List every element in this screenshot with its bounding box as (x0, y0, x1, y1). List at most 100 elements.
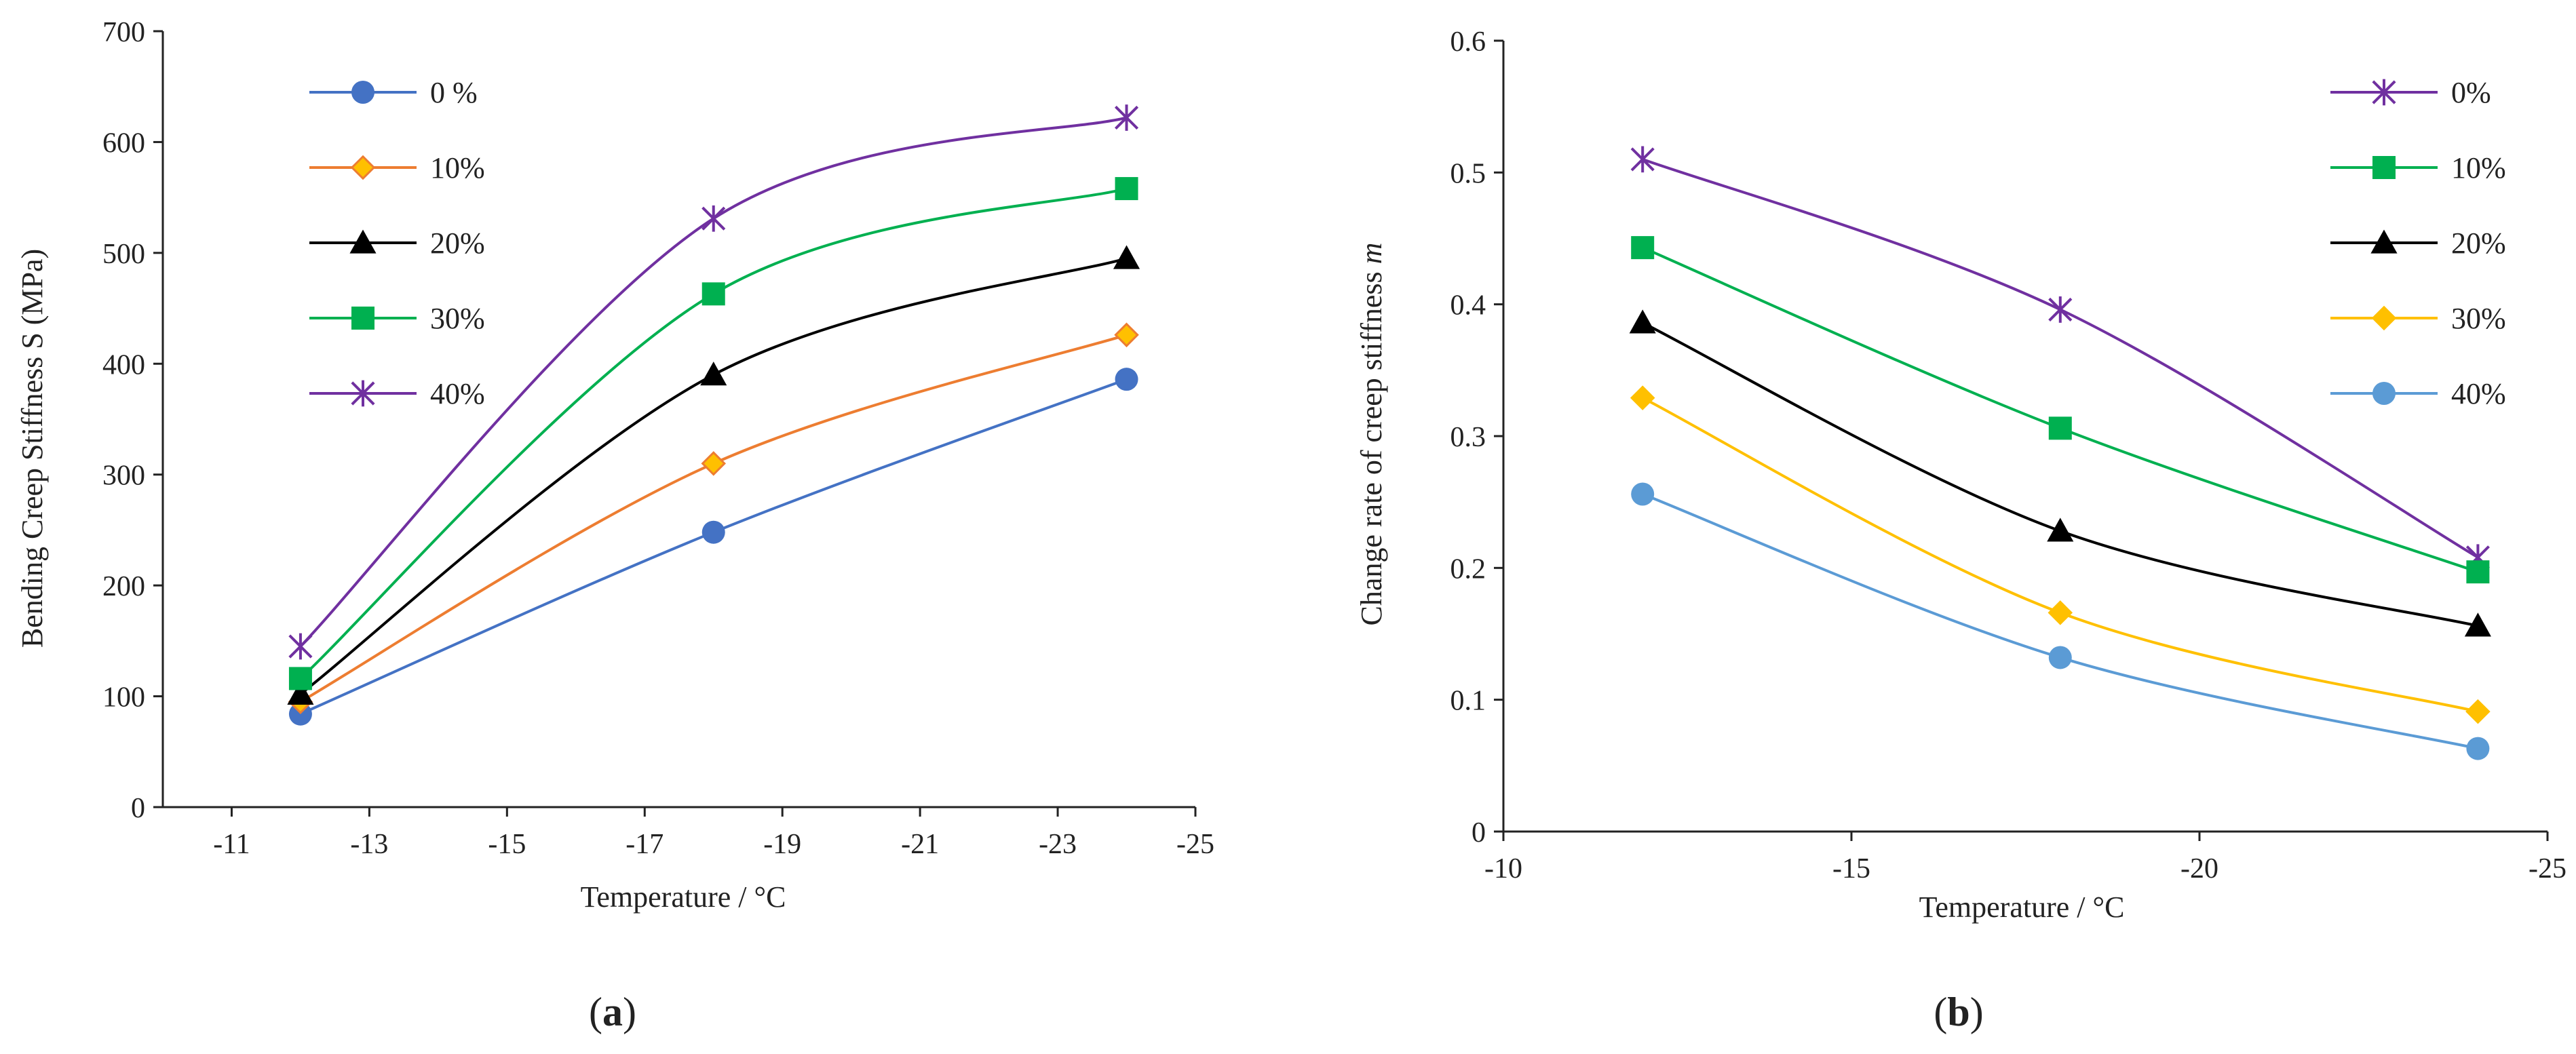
legend-entry-b-2: 20% (2330, 227, 2506, 260)
y-tick-label-a: 100 (102, 682, 145, 714)
legend-label-a-0: 0 % (430, 76, 478, 109)
data-point-a-0-2 (1115, 368, 1138, 391)
series-line-a-0 (300, 378, 1128, 716)
legend-marker-a-4 (351, 380, 375, 407)
y-tick-label-b: 0.6 (1450, 26, 1486, 58)
y-tick-label-b: 0.4 (1450, 290, 1486, 321)
legend-marker-b-1 (2372, 156, 2396, 179)
data-point-b-2-2 (2464, 612, 2491, 637)
y-tick-label-a: 400 (102, 349, 145, 380)
legend-marker-a-3 (351, 307, 374, 330)
y-tick-label-b: 0 (1472, 817, 1486, 848)
data-point-a-4-0 (288, 633, 313, 660)
data-point-b-1-2 (2466, 560, 2490, 584)
data-point-a-3-2 (1115, 177, 1138, 201)
legend-marker-a-2 (349, 229, 377, 254)
series-a-3 (288, 177, 1138, 690)
legend-entry-b-4: 40% (2330, 377, 2506, 410)
data-point-b-2-0 (1629, 309, 1656, 334)
y-axis-label-b: Change rate of creep stiffness m (1355, 243, 1388, 626)
series-b-4 (1631, 482, 2490, 760)
legend-label-a-2: 20% (430, 227, 485, 260)
data-point-a-3-1 (701, 282, 725, 306)
legend-entry-b-3: 30% (2330, 302, 2506, 335)
legend-entry-a-0: 0 % (309, 76, 478, 109)
series-line-a-1 (299, 333, 1128, 703)
y-tick-label-b: 0.5 (1450, 158, 1486, 189)
data-point-a-2-1 (700, 362, 727, 386)
x-tick-label-a: -19 (763, 829, 801, 860)
data-point-a-0-1 (701, 520, 725, 544)
legend-label-b-0: 0% (2451, 76, 2491, 109)
data-point-a-2-2 (1113, 245, 1140, 269)
series-a-4 (288, 104, 1139, 660)
legend-label-a-1: 10% (430, 151, 485, 184)
y-tick-label-a: 600 (102, 128, 145, 159)
x-tick-label-a: -15 (488, 829, 526, 860)
panel-label-a: (a) (589, 990, 636, 1034)
x-tick-label-b: -25 (2529, 853, 2567, 884)
data-point-b-1-0 (1631, 236, 1655, 260)
series-b-0 (1630, 146, 2490, 571)
series-line-b-0 (1642, 158, 2479, 559)
series-line-a-3 (299, 187, 1127, 680)
legend-entry-b-0: 0% (2330, 76, 2491, 109)
legend-b: 0% 10% 20% 30% 40% (2330, 76, 2506, 410)
y-tick-label-b: 0.1 (1450, 686, 1486, 717)
x-tick-label-a: -25 (1176, 829, 1214, 860)
x-tick-label-a: -13 (350, 829, 388, 860)
series-a-2 (287, 245, 1140, 705)
legend-label-b-3: 30% (2451, 302, 2506, 335)
y-tick-label-a: 0 (131, 793, 145, 824)
series-line-a-4 (299, 116, 1127, 648)
legend-marker-a-1 (350, 155, 376, 180)
y-axis-label-a: Bending Creep Stiffness S (MPa) (16, 249, 49, 648)
plot-area-a: 0 100 200 300 400 500 600 700 -11 -13 -15 -17 -19 -21… (102, 17, 1214, 860)
x-axis-label-b: Temperature / °C (1919, 891, 2125, 924)
data-point-b-4-0 (1631, 482, 1655, 506)
x-tick-label-a: -23 (1039, 829, 1077, 860)
data-point-a-4-1 (701, 205, 726, 232)
series-a-0 (288, 368, 1138, 726)
x-tick-label-a: -11 (213, 829, 250, 860)
legend-label-b-4: 40% (2451, 377, 2506, 410)
legend-label-a-4: 40% (430, 377, 485, 410)
x-tick-label-b: -20 (2180, 853, 2218, 884)
data-point-b-4-2 (2466, 737, 2490, 760)
legend-marker-a-0 (351, 81, 374, 104)
x-axis-label-a: Temperature / °C (581, 880, 786, 914)
legend-entry-a-2: 20% (309, 227, 485, 260)
data-point-b-3-1 (2048, 600, 2073, 625)
series-line-a-2 (299, 257, 1128, 695)
panel-b-change-rate-m: 0 0.1 0.2 0.3 0.4 0.5 0.6 -10 -15 -20 -25 0% 10% 20%… (1355, 26, 2567, 1034)
y-tick-label-b: 0.3 (1450, 422, 1486, 453)
data-point-b-2-1 (2047, 518, 2074, 542)
data-point-b-0-1 (2048, 296, 2073, 323)
series-line-b-2 (1642, 321, 2478, 627)
legend-entry-a-3: 30% (309, 302, 485, 335)
data-point-a-1-1 (701, 451, 727, 476)
data-point-b-4-1 (2048, 646, 2072, 669)
y-tick-label-a: 300 (102, 461, 145, 492)
panel-label-b: (b) (1934, 990, 1983, 1034)
plot-area-b: 0 0.1 0.2 0.3 0.4 0.5 0.6 -10 -15 -20 -25 (1450, 26, 2567, 884)
panel-a-bending-creep-stiffness: 0 100 200 300 400 500 600 700 -11 -13 -15 -17 -19 -21… (16, 17, 1214, 1034)
legend-entry-b-1: 10% (2330, 151, 2506, 184)
data-point-a-1-2 (1114, 322, 1139, 348)
data-point-a-2-0 (287, 680, 314, 705)
legend-marker-b-2 (2370, 229, 2398, 254)
legend-label-a-3: 30% (430, 302, 485, 335)
legend-label-b-2: 20% (2451, 227, 2506, 260)
legend-a: 0 % 10% 20% 30% 40% (309, 76, 485, 410)
legend-marker-b-3 (2371, 305, 2397, 331)
data-point-b-1-1 (2048, 416, 2072, 440)
y-tick-label-a: 200 (102, 571, 145, 602)
data-point-a-3-0 (288, 667, 312, 690)
y-tick-label-b: 0.2 (1450, 553, 1486, 585)
series-b-3 (1630, 385, 2491, 724)
x-tick-label-b: -10 (1484, 853, 1522, 884)
x-tick-label-b: -15 (1832, 853, 1870, 884)
data-point-a-4-2 (1114, 104, 1139, 131)
legend-marker-b-0 (2372, 79, 2396, 106)
